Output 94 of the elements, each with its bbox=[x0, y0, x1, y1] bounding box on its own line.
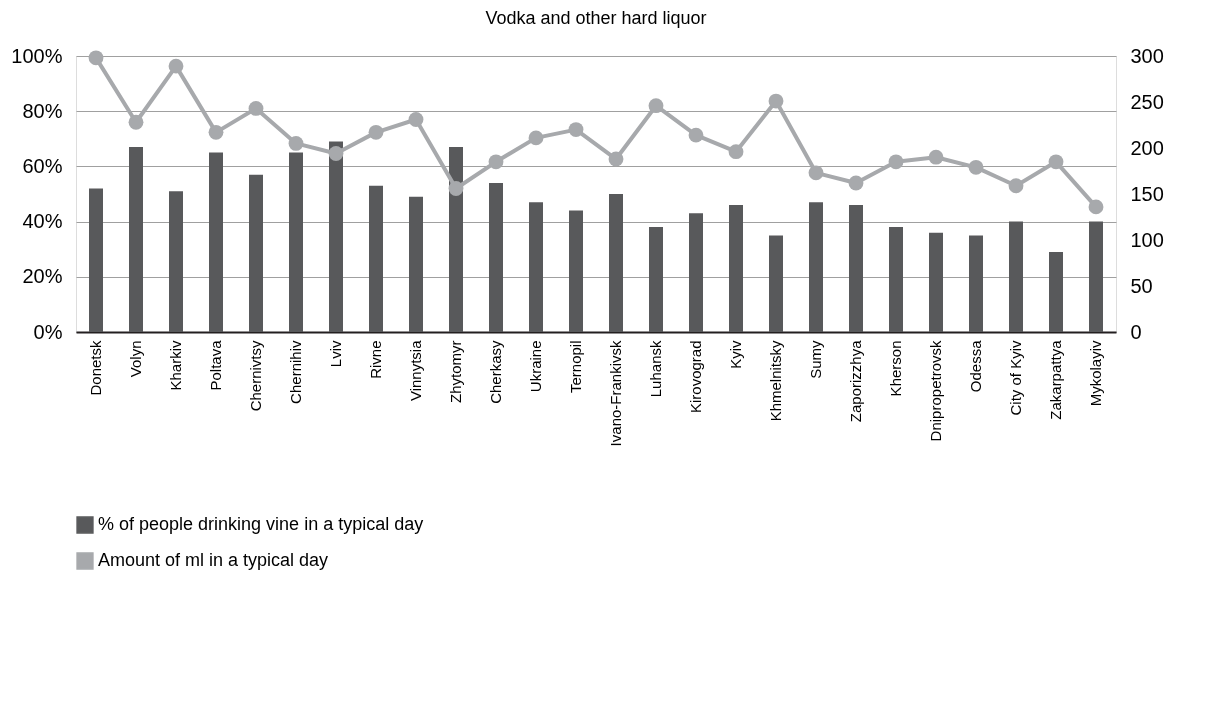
bar bbox=[369, 185, 383, 332]
point bbox=[408, 112, 424, 127]
x-tick-label: Zaporizzhya bbox=[847, 339, 864, 423]
point bbox=[608, 151, 624, 167]
bar bbox=[409, 196, 423, 332]
y-tick-label: 0% bbox=[33, 320, 63, 343]
point bbox=[1008, 178, 1024, 194]
bar bbox=[129, 147, 143, 332]
bar bbox=[1009, 221, 1023, 332]
bar bbox=[809, 202, 823, 332]
x-tick-label: Vinnytsia bbox=[407, 339, 424, 402]
x-tick-label: Luhansk bbox=[647, 340, 664, 398]
x-tick-label: Ukraine bbox=[527, 340, 544, 393]
bar bbox=[209, 152, 223, 332]
bar bbox=[249, 174, 263, 332]
bar bbox=[529, 202, 543, 332]
point bbox=[328, 146, 344, 161]
x-tick-label: Chernihiv bbox=[287, 340, 304, 404]
x-tick-label: Chernivtsy bbox=[247, 340, 264, 412]
point bbox=[888, 154, 904, 170]
point bbox=[688, 127, 704, 143]
point bbox=[1088, 199, 1104, 215]
bar bbox=[289, 152, 303, 332]
legend-label: % of people drinking vine in a typical day bbox=[98, 514, 424, 534]
bar bbox=[889, 227, 903, 332]
point bbox=[568, 122, 584, 137]
point bbox=[208, 124, 224, 140]
x-tick-label: Poltava bbox=[207, 339, 224, 391]
bar bbox=[689, 213, 703, 332]
y2-tick-label: 250 bbox=[1130, 90, 1164, 113]
x-tick-label: Zakarpattya bbox=[1047, 339, 1064, 420]
point bbox=[648, 98, 664, 114]
x-tick-label: Cherkasy bbox=[487, 340, 504, 404]
x-tick-label: Khmelnitsky bbox=[767, 340, 784, 422]
point bbox=[448, 181, 464, 196]
chart-title: Vodka and other hard liquor bbox=[485, 8, 707, 28]
x-tick-label: Kirovograd bbox=[687, 340, 704, 414]
point bbox=[168, 58, 184, 74]
x-tick-label: Kharkiv bbox=[167, 340, 184, 391]
point bbox=[488, 154, 504, 170]
bar bbox=[489, 182, 503, 332]
y2-tick-label: 50 bbox=[1130, 274, 1153, 297]
bar bbox=[1089, 221, 1103, 332]
y-tick-label: 60% bbox=[22, 154, 63, 177]
point bbox=[288, 136, 304, 151]
bar bbox=[569, 210, 583, 332]
bar bbox=[649, 227, 663, 332]
x-tick-label: Kyiv bbox=[727, 340, 744, 369]
y2-tick-label: 0 bbox=[1130, 320, 1142, 343]
point bbox=[368, 124, 384, 140]
point bbox=[528, 130, 544, 146]
bar bbox=[609, 194, 623, 332]
x-tick-label: Volyn bbox=[127, 340, 144, 378]
x-tick-label: Ivano-Frankivsk bbox=[607, 340, 624, 447]
point bbox=[968, 159, 984, 175]
bar bbox=[329, 141, 343, 332]
point bbox=[768, 93, 784, 109]
y-tick-label: 100% bbox=[11, 44, 63, 67]
x-tick-label: Kherson bbox=[887, 340, 904, 397]
y-tick-label: 80% bbox=[22, 99, 63, 122]
point bbox=[728, 144, 744, 160]
x-tick-label: Zhytomyr bbox=[447, 340, 464, 404]
y2-tick-label: 300 bbox=[1130, 44, 1164, 67]
bar bbox=[769, 235, 783, 332]
y-tick-label: 20% bbox=[22, 265, 63, 288]
point bbox=[808, 165, 824, 181]
y2-tick-label: 100 bbox=[1130, 228, 1164, 251]
x-tick-label: City of Kyiv bbox=[1007, 340, 1024, 416]
bar bbox=[849, 205, 863, 332]
bar bbox=[929, 232, 943, 332]
x-tick-label: Dnipropetrovsk bbox=[927, 340, 944, 442]
x-tick-label: Donetsk bbox=[87, 340, 104, 396]
point bbox=[928, 149, 944, 165]
bar bbox=[969, 235, 983, 332]
x-tick-label: Mykolayiv bbox=[1087, 340, 1104, 407]
x-tick-label: Odessa bbox=[967, 339, 984, 393]
bar bbox=[89, 188, 103, 332]
x-tick-label: Ternopil bbox=[567, 340, 584, 394]
y-tick-label: 40% bbox=[22, 210, 63, 233]
y2-tick-label: 200 bbox=[1130, 136, 1164, 159]
point bbox=[248, 101, 264, 116]
bar bbox=[729, 205, 743, 332]
bar bbox=[1049, 251, 1063, 332]
y2-tick-label: 150 bbox=[1130, 182, 1164, 205]
bar bbox=[449, 147, 463, 332]
point bbox=[128, 114, 144, 130]
x-tick-label: Lviv bbox=[327, 340, 344, 368]
point bbox=[88, 50, 104, 66]
point bbox=[848, 175, 864, 191]
point bbox=[1048, 154, 1064, 170]
bar bbox=[169, 191, 183, 332]
x-tick-label: Rivne bbox=[367, 340, 384, 379]
x-tick-label: Sumy bbox=[807, 340, 824, 379]
legend-label: Amount of ml in a typical day bbox=[98, 550, 329, 570]
